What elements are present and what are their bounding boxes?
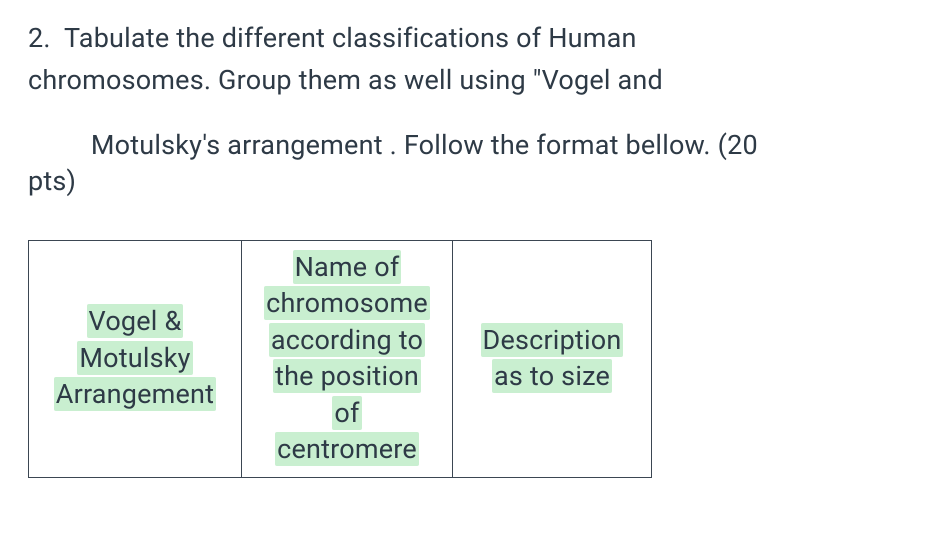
col-header-centromere: Name of chromosome according to the posi…	[242, 240, 453, 478]
hl-text: Motulsky	[77, 341, 192, 375]
hl-text: as to size	[492, 359, 612, 393]
hl-text: Description	[481, 323, 624, 357]
hl-text: Vogel &	[87, 304, 184, 338]
hl-text: chromosome	[264, 286, 430, 320]
question-text-1: Tabulate the different classifications o…	[64, 22, 637, 54]
classification-table: Vogel & Motulsky Arrangement Name of chr…	[28, 240, 652, 479]
table-header-row: Vogel & Motulsky Arrangement Name of chr…	[29, 240, 652, 478]
question-line-3-4: Motulsky's arrangement . Follow the form…	[28, 127, 919, 200]
question-line-1: 2. Tabulate the different classification…	[28, 20, 919, 56]
hl-text: Name of	[293, 250, 402, 284]
question-text-3: Motulsky's arrangement . Follow the form…	[91, 129, 758, 161]
hl-text: of	[332, 396, 361, 430]
hl-text: according to	[269, 323, 425, 357]
question-text-4: pts)	[28, 165, 76, 197]
col-header-size: Description as to size	[453, 240, 652, 478]
hl-text: centromere	[275, 432, 419, 466]
question-number: 2.	[28, 22, 51, 54]
hl-text: the position	[273, 359, 421, 393]
col-header-vogel-motulsky: Vogel & Motulsky Arrangement	[29, 240, 242, 478]
hl-text: Arrangement	[54, 377, 216, 411]
question-line-2: chromosomes. Group them as well using "V…	[28, 62, 919, 98]
question-page: 2. Tabulate the different classification…	[0, 0, 947, 478]
